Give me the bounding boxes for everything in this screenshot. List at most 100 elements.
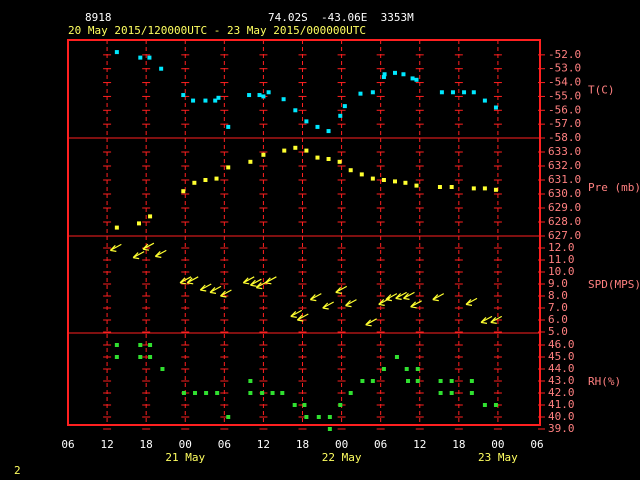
point: [392, 70, 397, 75]
point: [203, 98, 208, 103]
point: [181, 391, 186, 395]
point: [148, 355, 153, 359]
x-tick-label: 06: [530, 438, 543, 451]
point: [337, 159, 342, 164]
point: [394, 355, 399, 359]
y-tick-label: 628.0: [548, 215, 581, 228]
x-tick-label: 06: [61, 438, 74, 451]
wind-arrow: [403, 291, 415, 300]
date-label: 23 May: [478, 451, 518, 464]
y-tick-label: 632.0: [548, 159, 581, 172]
point: [261, 152, 266, 157]
y-tick-label: -56.0: [548, 103, 581, 116]
y-tick-label: 11.0: [548, 253, 575, 266]
point: [114, 50, 119, 55]
point: [226, 165, 231, 170]
point: [414, 183, 419, 188]
point: [439, 90, 444, 95]
point: [304, 119, 309, 124]
y-tick-label: 627.0: [548, 229, 581, 242]
panel-label: RH(%): [588, 375, 621, 388]
point: [213, 98, 218, 103]
point: [414, 77, 419, 82]
point: [381, 75, 386, 80]
point: [191, 98, 196, 103]
wind-arrow: [142, 242, 155, 251]
y-tick-label: 12.0: [548, 241, 575, 254]
point: [415, 379, 420, 383]
wind-arrow: [154, 249, 167, 258]
y-tick-label: 45.0: [548, 350, 575, 363]
point: [338, 403, 343, 407]
point: [327, 427, 332, 431]
point: [193, 391, 198, 395]
x-tick-label: 18: [140, 438, 153, 451]
wind-arrow: [290, 309, 303, 318]
y-tick-label: 44.0: [548, 362, 575, 375]
wind-arrow: [309, 293, 322, 302]
point: [370, 379, 375, 383]
point: [248, 391, 253, 395]
date-label: 22 May: [322, 451, 362, 464]
point: [302, 403, 307, 407]
point: [471, 90, 476, 95]
point: [360, 379, 365, 383]
y-tick-label: 631.0: [548, 173, 581, 186]
point: [203, 178, 208, 182]
wind-arrow: [345, 299, 357, 308]
y-tick-label: -53.0: [548, 62, 581, 75]
point: [471, 186, 476, 191]
panel-label: SPD(MPS): [588, 278, 640, 291]
point: [293, 145, 298, 150]
y-tick-label: 633.0: [548, 145, 581, 158]
point: [342, 104, 347, 109]
point: [469, 379, 474, 383]
point: [148, 343, 153, 347]
point: [316, 415, 321, 419]
point: [493, 187, 498, 192]
y-tick-label: 42.0: [548, 386, 575, 399]
point: [270, 391, 275, 395]
wind-arrow: [465, 297, 478, 306]
point: [282, 148, 287, 153]
wind-arrow: [365, 318, 377, 327]
point: [292, 403, 297, 407]
point: [261, 94, 266, 99]
point: [280, 391, 285, 395]
y-tick-label: -57.0: [548, 117, 581, 130]
point: [304, 148, 309, 153]
point: [260, 391, 265, 395]
point: [247, 93, 252, 98]
point: [266, 90, 271, 95]
point: [160, 367, 165, 371]
point: [327, 415, 332, 419]
point: [315, 124, 320, 129]
point: [215, 391, 220, 395]
y-tick-label: 629.0: [548, 201, 581, 214]
point: [381, 367, 386, 371]
point: [315, 155, 320, 160]
point: [438, 379, 443, 383]
point: [281, 97, 286, 102]
wind-arrow: [432, 293, 445, 302]
point: [204, 391, 209, 395]
point: [214, 176, 219, 181]
point: [159, 66, 164, 71]
wind-arrow: [249, 278, 262, 287]
station-location: 74.02S -43.06E 3353M: [268, 11, 414, 24]
x-tick-label: 12: [100, 438, 113, 451]
point: [403, 180, 408, 185]
date-label: 21 May: [165, 451, 205, 464]
point: [358, 91, 363, 96]
y-tick-label: 6.0: [548, 313, 568, 326]
point: [248, 379, 253, 383]
x-tick-label: 06: [374, 438, 387, 451]
y-tick-label: 46.0: [548, 338, 575, 351]
point: [381, 178, 386, 182]
point: [137, 221, 142, 226]
point: [415, 367, 420, 371]
page-number: 2: [14, 464, 21, 477]
point: [226, 415, 231, 419]
